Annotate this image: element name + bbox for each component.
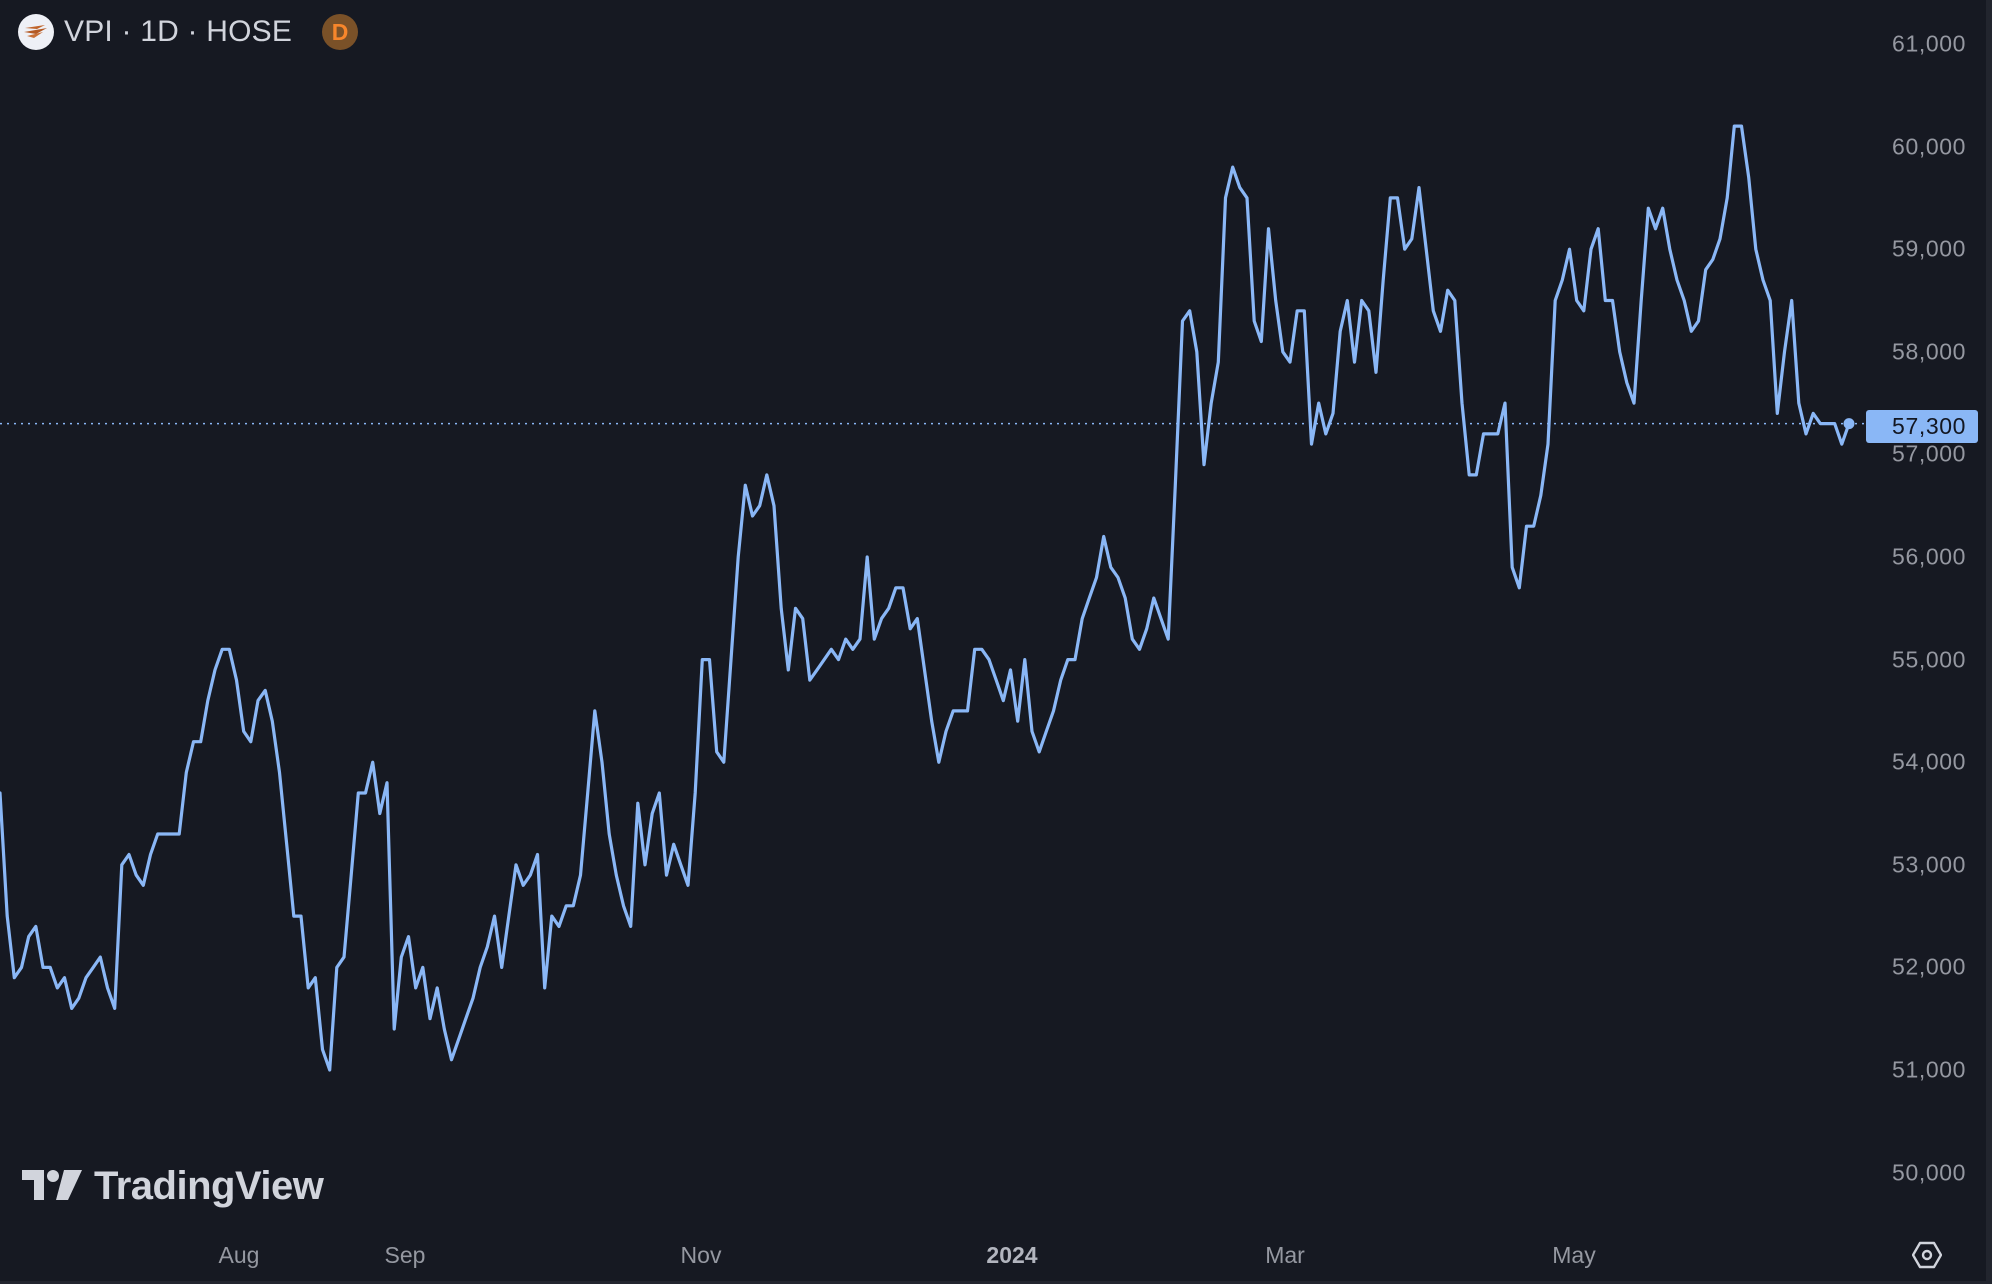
settings-hexagon-icon	[1912, 1241, 1942, 1269]
time-axis-label: Aug	[218, 1242, 260, 1268]
price-axis-label: 52,000	[1892, 953, 1966, 980]
price-line-series	[0, 124, 1851, 1072]
price-axis-label: 54,000	[1892, 748, 1966, 775]
price-axis-label: 53,000	[1892, 851, 1966, 878]
chart-header: VPI · 1D · HOSE D	[18, 14, 359, 50]
bottom-edge-divider	[0, 1281, 1992, 1284]
price-axis-label: 58,000	[1892, 338, 1966, 365]
time-axis-label: Sep	[384, 1242, 426, 1268]
price-axis-label: 60,000	[1892, 133, 1966, 160]
tradingview-logo-icon	[22, 1170, 82, 1200]
last-price-dot	[1843, 418, 1855, 430]
time-axis-label: Mar	[1265, 1242, 1305, 1268]
axis-settings-button[interactable]	[1910, 1240, 1944, 1270]
tradingview-wordmark: TradingView	[94, 1163, 324, 1208]
price-axis-label: 57,000	[1892, 440, 1966, 467]
price-axis-label: 55,000	[1892, 646, 1966, 673]
chart-title[interactable]: VPI · 1D · HOSE	[64, 15, 293, 48]
time-axis-label: May	[1552, 1242, 1596, 1268]
right-edge-divider	[1986, 0, 1992, 1284]
price-axis-label: 50,000	[1892, 1159, 1966, 1186]
time-axis-label: 2024	[986, 1242, 1038, 1268]
price-axis-label: 59,000	[1892, 235, 1966, 262]
time-axis-label: Nov	[680, 1242, 722, 1268]
price-axis-label: 61,000	[1892, 30, 1966, 57]
tradingview-logo[interactable]: TradingView	[22, 1162, 324, 1210]
symbol-logo-icon[interactable]	[18, 14, 54, 50]
data-status-badge[interactable]: D	[322, 14, 359, 50]
price-axis-label: 56,000	[1892, 543, 1966, 570]
last-price-tag: 57,300	[1866, 410, 1978, 443]
price-axis-label: 51,000	[1892, 1056, 1966, 1083]
